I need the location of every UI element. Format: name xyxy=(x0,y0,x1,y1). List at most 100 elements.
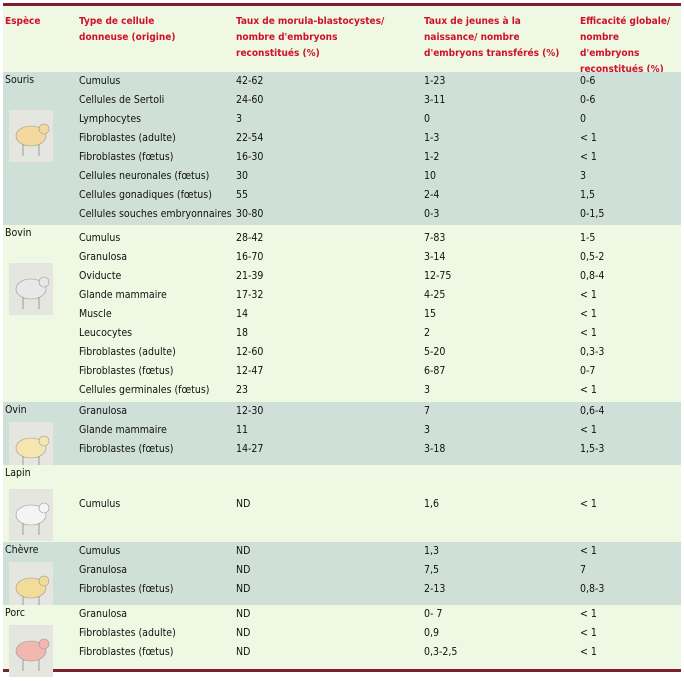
table-row: Cumulus 42-62 1-23 0-6 xyxy=(3,72,681,91)
table-row: Fibroblastes (fœtus) 14-27 3-18 1,5-3 xyxy=(3,440,681,459)
species-label: Ovin xyxy=(5,404,27,416)
birth-rate: 7,5 xyxy=(424,564,440,576)
birth-rate: 3-11 xyxy=(424,94,446,106)
birth-rate: 7 xyxy=(424,405,431,417)
cell-type: Fibroblastes (adulte) xyxy=(79,132,176,144)
species-label: Lapin xyxy=(5,467,31,479)
global-efficiency: < 1 xyxy=(580,151,597,163)
birth-rate: 10 xyxy=(424,170,437,182)
table-row: Cumulus ND 1,3 < 1 xyxy=(3,542,681,561)
table-row: Lymphocytes 3 0 0 xyxy=(3,110,681,129)
global-efficiency: 0-7 xyxy=(580,365,596,377)
morula-rate: ND xyxy=(236,583,251,595)
table-row: Cellules de Sertoli 24-60 3-11 0-6 xyxy=(3,91,681,110)
species-group-bovin: Bovin Cumulus 28-42 7-83 1-5 Granulosa 16-70 3-… xyxy=(3,225,681,402)
cow-icon xyxy=(9,263,53,315)
table-row: Fibroblastes (adulte) 22-54 1-3 < 1 xyxy=(3,129,681,148)
global-efficiency: 0-6 xyxy=(580,75,596,87)
global-efficiency: < 1 xyxy=(580,545,597,557)
global-efficiency: < 1 xyxy=(580,384,597,396)
birth-rate: 1-3 xyxy=(424,132,440,144)
table-header: Espèce Type de cellule donneuse (origine… xyxy=(3,6,681,75)
birth-rate: 1-2 xyxy=(424,151,440,163)
global-efficiency: 1,5-3 xyxy=(580,443,605,455)
morula-rate: 11 xyxy=(236,424,249,436)
global-efficiency: 0,8-3 xyxy=(580,583,605,595)
global-efficiency: 0,5-2 xyxy=(580,251,605,263)
cell-type: Cellules souches embryonnaires xyxy=(79,208,232,220)
birth-rate: 0 xyxy=(424,113,431,125)
table-row: Fibroblastes (fœtus) 16-30 1-2 < 1 xyxy=(3,148,681,167)
birth-rate: 1-23 xyxy=(424,75,446,87)
rabbit-icon xyxy=(9,489,53,541)
birth-rate: 3 xyxy=(424,424,431,436)
morula-rate: 30-80 xyxy=(236,208,264,220)
global-efficiency: 1-5 xyxy=(580,232,596,244)
birth-rate: 3-18 xyxy=(424,443,446,455)
cell-type: Fibroblastes (fœtus) xyxy=(79,365,174,377)
cell-type: Granulosa xyxy=(79,251,128,263)
table-row: Fibroblastes (fœtus) 12-47 6-87 0-7 xyxy=(3,362,681,381)
morula-rate: 55 xyxy=(236,189,249,201)
cell-type: Cumulus xyxy=(79,498,121,510)
morula-rate: ND xyxy=(236,627,251,639)
morula-rate: 12-60 xyxy=(236,346,264,358)
global-efficiency: < 1 xyxy=(580,132,597,144)
morula-rate: 21-39 xyxy=(236,270,264,282)
table-row: Granulosa ND 0- 7 < 1 xyxy=(3,605,681,624)
morula-rate: 14-27 xyxy=(236,443,264,455)
birth-rate: 15 xyxy=(424,308,437,320)
morula-rate: 16-70 xyxy=(236,251,264,263)
global-efficiency: < 1 xyxy=(580,646,597,658)
global-efficiency: 0 xyxy=(580,113,587,125)
cloning-efficiency-table: Espèce Type de cellule donneuse (origine… xyxy=(3,3,681,677)
morula-rate: 30 xyxy=(236,170,249,182)
global-efficiency: < 1 xyxy=(580,289,597,301)
cell-type: Fibroblastes (adulte) xyxy=(79,346,176,358)
global-efficiency: < 1 xyxy=(580,308,597,320)
cell-type: Glande mammaire xyxy=(79,289,167,301)
birth-rate: 1,3 xyxy=(424,545,440,557)
birth-rate: 4-25 xyxy=(424,289,446,301)
cell-type: Fibroblastes (fœtus) xyxy=(79,151,174,163)
header-global-efficiency: Efficacité globale/ nombre d'embryons re… xyxy=(580,16,671,75)
species-label: Porc xyxy=(5,607,25,619)
birth-rate: 2-13 xyxy=(424,583,446,595)
global-efficiency: < 1 xyxy=(580,498,597,510)
global-efficiency: 0,6-4 xyxy=(580,405,605,417)
birth-rate: 0,9 xyxy=(424,627,440,639)
table-row: Fibroblastes (fœtus) ND 0,3-2,5 < 1 xyxy=(3,643,681,662)
table-row: Oviducte 21-39 12-75 0,8-4 xyxy=(3,267,681,286)
cell-type: Fibroblastes (fœtus) xyxy=(79,646,174,658)
birth-rate: 0,3-2,5 xyxy=(424,646,458,658)
cell-type: Fibroblastes (fœtus) xyxy=(79,583,174,595)
birth-rate: 0-3 xyxy=(424,208,440,220)
table-row: Leucocytes 18 2 < 1 xyxy=(3,324,681,343)
cell-type: Fibroblastes (adulte) xyxy=(79,627,176,639)
cell-type: Cellules germinales (fœtus) xyxy=(79,384,210,396)
morula-rate: 16-30 xyxy=(236,151,264,163)
table-row: Fibroblastes (adulte) 12-60 5-20 0,3-3 xyxy=(3,343,681,362)
global-efficiency: 1,5 xyxy=(580,189,596,201)
cell-type: Oviducte xyxy=(79,270,122,282)
morula-rate: ND xyxy=(236,564,251,576)
pig-icon xyxy=(9,625,53,677)
table-row: Cellules germinales (fœtus) 23 3 < 1 xyxy=(3,381,681,400)
header-cell-type: Type de cellule donneuse (origine) xyxy=(79,16,176,43)
header-species: Espèce xyxy=(5,16,41,27)
cell-type: Fibroblastes (fœtus) xyxy=(79,443,174,455)
birth-rate: 3-14 xyxy=(424,251,446,263)
table-row: Cumulus 28-42 7-83 1-5 xyxy=(3,229,681,248)
morula-rate: 12-47 xyxy=(236,365,264,377)
morula-rate: 14 xyxy=(236,308,249,320)
species-label: Souris xyxy=(5,74,35,86)
global-efficiency: < 1 xyxy=(580,627,597,639)
cell-type: Cellules neuronales (fœtus) xyxy=(79,170,210,182)
morula-rate: 23 xyxy=(236,384,249,396)
table-row: Cellules neuronales (fœtus) 30 10 3 xyxy=(3,167,681,186)
mouse-icon xyxy=(9,110,53,162)
birth-rate: 7-83 xyxy=(424,232,446,244)
global-efficiency: 3 xyxy=(580,170,587,182)
table-row: Granulosa 12-30 7 0,6-4 xyxy=(3,402,681,421)
table-row: Granulosa ND 7,5 7 xyxy=(3,561,681,580)
